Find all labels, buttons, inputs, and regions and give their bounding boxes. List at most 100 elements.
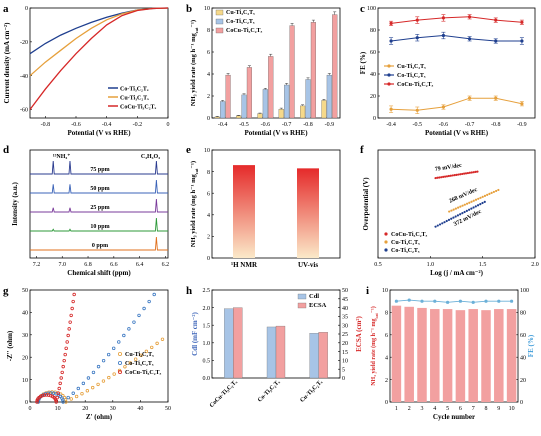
f-point [483,200,486,203]
b-bar [225,74,231,119]
plot-frame [377,7,536,119]
g-point [112,346,116,351]
panel-h: h 0.0 0.5 1.0 1.5 2.0 2.5 0 5 10 15 20 25 30 35 40 45 50 C… [186,285,363,409]
f-point [453,174,456,177]
b-x-tick-label: -0.8 [303,122,313,128]
a-x-tick-label: -0.8 [41,122,51,128]
g-point [91,370,96,375]
e-x-tick-label: ¹H NMR [231,261,258,269]
f-point [465,202,469,205]
f-legend-label-1: Cu-Ti₃C₂Tₓ [391,240,420,246]
f-point [447,174,450,178]
g-point [72,292,76,297]
d-spectrum-label-3: 10 ppm [90,224,109,230]
g-point [35,400,39,404]
g-point [55,395,59,400]
f-x-tick-label: 1.5 [479,262,487,268]
i-x-tick-label: 9 [497,406,500,412]
a-x-axis-label: Potential (V vs RHE) [67,129,131,137]
plot-frame [29,289,169,403]
i-fe-point [420,299,424,303]
i-y-tick-label: 6 [385,333,388,339]
g-point [66,395,70,400]
f-point [479,202,482,206]
i-x-tick-label: 8 [485,406,488,412]
g-point [47,393,51,397]
b-x-tick-label: -0.4 [218,122,228,128]
f-point [468,171,471,174]
f-point [454,207,457,210]
f-point [438,223,442,226]
i-y-tick-label: 0 [385,400,388,406]
d-spectrum-3 [30,217,168,232]
b-bar [220,101,226,119]
g-point [96,364,101,369]
c-x-tick-label: -0.4 [386,122,396,128]
a-y-tick-label: -40 [20,74,28,80]
c-x-tick-label: -0.8 [491,122,501,128]
a-legend-label-2: CoCu-Ti₃C₂Tₓ [120,104,156,110]
h-bar [275,325,286,379]
c-point [467,96,472,100]
i-y-tick-label: 10 [382,288,388,294]
g-point [81,381,86,386]
h-y2-tick-label: 15 [342,350,348,356]
c-point [520,39,524,43]
e-y-tick-label: 0 [207,256,210,262]
c-legend-label-1: Co-Ti₃C₂Tₓ [397,73,426,79]
g-x-tick-label: 10 [55,406,61,412]
i-bar [468,309,478,402]
g-point [71,299,75,304]
c-series-line-2 [391,16,522,24]
g-legend-label-2: CoCu-Ti₃C₂Tₓ [125,370,161,376]
b-y-tick-label: 6 [207,50,210,56]
b-bar [284,84,290,119]
i-x-tick-label: 5 [446,406,449,412]
i-x-tick-label: 4 [433,406,436,412]
c-x-axis-label: Potential (V vs RHE) [425,129,489,137]
b-y-axis-label: NH₃ yield rate (mg h⁻¹ mgcat⁻¹) [190,20,199,106]
d-x-tick-label: 6.4 [136,262,144,268]
plot-frame [29,7,169,119]
f-slope-label-0: 79 mV/dec [434,163,462,173]
h-y2-tick-label: 0 [342,376,345,382]
f-point [476,204,480,207]
f-point [465,209,468,212]
i-y2-tick-label: 20 [520,378,526,384]
g-x-axis-label: Z' (ohm) [86,413,113,421]
i-x-axis-label: Cycle number [433,413,475,421]
g-point [127,327,131,331]
f-point [461,212,464,215]
d-x-tick-label: 7.0 [58,262,66,268]
f-point [452,208,455,211]
f-point [470,171,473,174]
g-point [69,313,73,318]
g-point [107,375,111,380]
g-point [44,393,49,397]
c-point [441,16,446,20]
i-x-tick-label: 6 [459,406,462,412]
g-point [142,306,146,311]
panel-label-e: e [186,144,191,156]
i-fe-point [458,299,462,303]
a-legend-label-1: Cu-Ti₃C₂Tₓ [120,95,149,101]
d-spectrum-label-4: 0 ppm [92,243,108,249]
c-x-tick-label: -0.9 [517,122,527,128]
f-point [472,206,475,209]
a-x-tick-label: -0.4 [102,122,112,128]
f-point [472,199,475,202]
g-point [65,340,69,344]
g-point [117,340,121,344]
f-legend-marker-0 [384,232,388,236]
d-spectrum-4 [30,236,168,251]
f-legend-label-2: Co-Ti₃C₂Tₓ [391,248,420,254]
e-y-tick-label: 2 [207,235,210,241]
f-point [470,207,473,210]
f-point [459,205,462,208]
i-y2-tick-label: 40 [520,355,526,361]
f-point [468,208,471,211]
i-bar [391,305,402,402]
f-legend-label-0: CoCu-Ti₃C₂Tₓ [391,232,427,238]
g-point [62,358,66,363]
